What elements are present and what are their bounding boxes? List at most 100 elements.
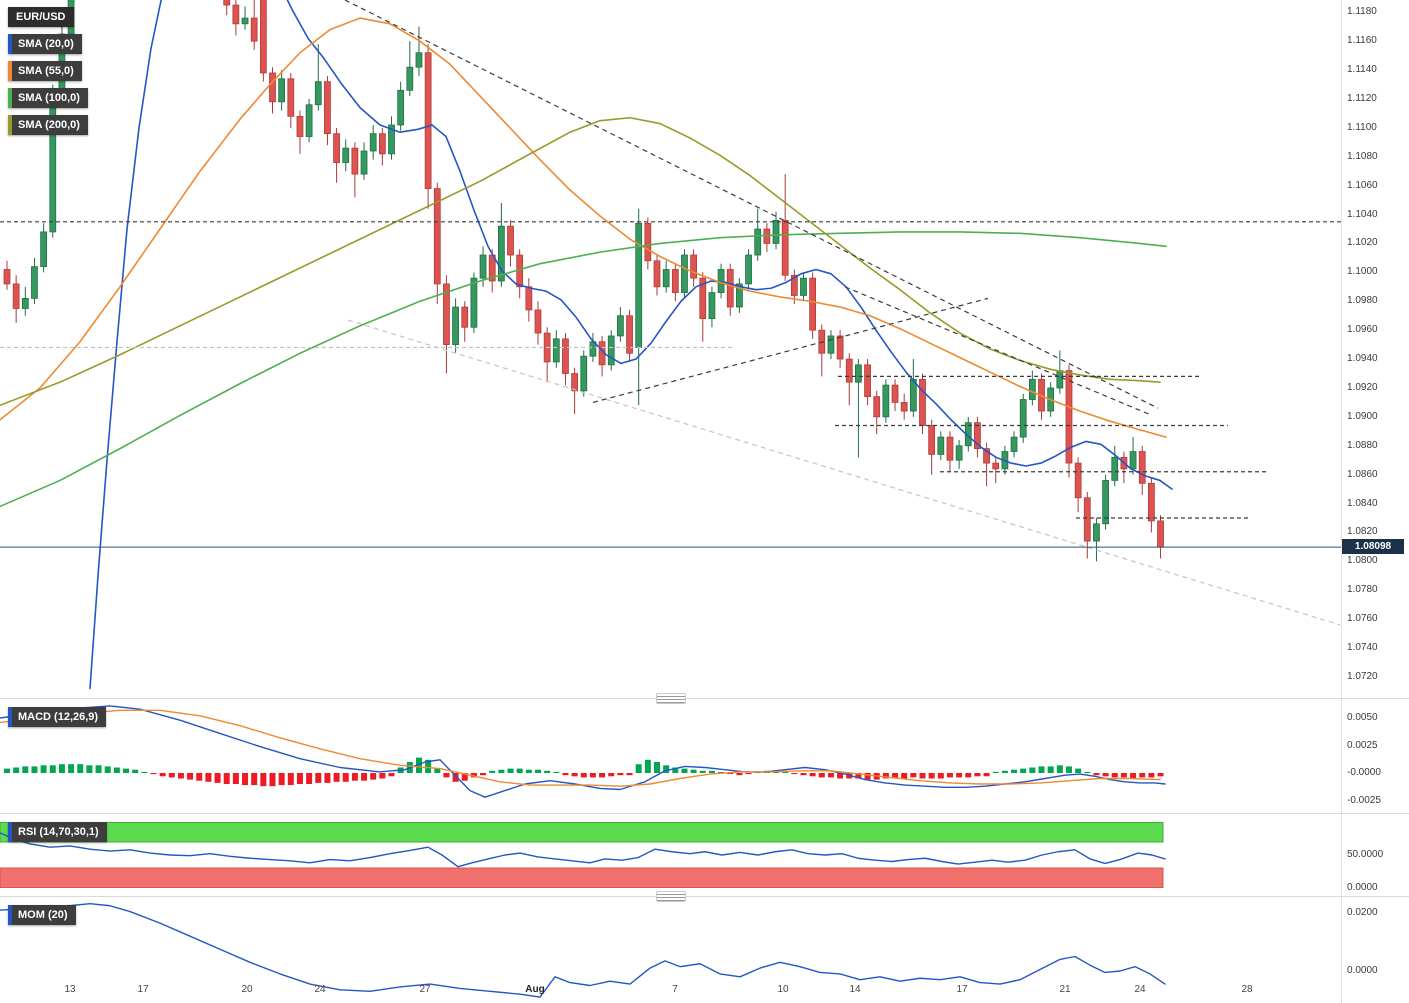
time-axis-label: 20 (241, 984, 253, 995)
trendline[interactable] (347, 319, 1341, 626)
macd-histogram-bar (718, 771, 725, 773)
macd-histogram-bar (1139, 773, 1146, 778)
candle (241, 17, 249, 25)
candle (745, 254, 752, 285)
macd-histogram-bar (123, 768, 130, 773)
candle (617, 315, 624, 337)
candle (909, 378, 917, 412)
axis-tick: 1.1060 (1347, 179, 1378, 191)
macd-histogram-bar (461, 773, 468, 781)
candle (891, 384, 899, 403)
macd-histogram-bar (1011, 769, 1018, 773)
macd-histogram-bar (708, 770, 715, 773)
rsi-badge[interactable]: RSI (14,70,30,1) (8, 822, 107, 842)
macd-histogram-bar (498, 769, 505, 773)
mom-label: MOM (20) (18, 909, 68, 921)
macd-histogram-bar (626, 773, 633, 776)
macd-histogram-bar (910, 773, 917, 778)
axis-tick: 1.0960 (1347, 324, 1378, 336)
time-axis-label: Aug (525, 984, 545, 995)
macd-histogram-bar (260, 773, 267, 787)
macd-histogram-bar (818, 773, 825, 778)
candle (937, 436, 945, 455)
candle (983, 448, 990, 464)
candle (754, 228, 762, 256)
macd-histogram-bar (699, 770, 706, 773)
macd-histogram-bar (956, 773, 963, 778)
candle (955, 445, 963, 461)
macd-histogram-bar (95, 765, 102, 773)
macd-histogram-bar (1084, 771, 1091, 773)
panel-resize-grip-icon[interactable] (656, 891, 686, 902)
candle (1074, 462, 1082, 499)
macd-histogram-bar (1120, 773, 1127, 778)
sma200-badge[interactable]: SMA (200,0) (8, 115, 88, 135)
candle (946, 436, 954, 461)
macd-histogram-bar (415, 757, 422, 773)
candle (827, 335, 835, 354)
axis-tick: 1.0940 (1347, 353, 1378, 365)
candle (324, 81, 331, 135)
macd-histogram-bar (159, 773, 166, 777)
macd-color-swatch (8, 707, 12, 727)
candle (781, 219, 789, 276)
sma55-badge[interactable]: SMA (55,0) (8, 61, 82, 81)
trendline[interactable] (592, 297, 989, 403)
candle (928, 425, 936, 455)
macd-histogram-bar (470, 773, 477, 778)
sma20-badge[interactable]: SMA (20,0) (8, 34, 82, 54)
candle (845, 358, 853, 383)
candle (992, 462, 1000, 470)
sma55-color-swatch (8, 61, 12, 81)
macd-histogram-bar (974, 773, 981, 777)
macd-histogram-bar (278, 773, 285, 786)
macd-histogram-bar (49, 765, 56, 773)
candle (1010, 436, 1018, 452)
candle (1138, 451, 1146, 484)
time-axis-label: 17 (956, 984, 968, 995)
sma100-badge[interactable]: SMA (100,0) (8, 88, 88, 108)
macd-badge[interactable]: MACD (12,26,9) (8, 707, 107, 727)
candle (790, 274, 798, 296)
macd-histogram-bar (452, 773, 459, 782)
candle (552, 338, 560, 363)
macd-histogram-bar (965, 773, 972, 778)
macd-histogram-bar (608, 773, 615, 777)
time-axis-label: 21 (1059, 984, 1071, 995)
candle (497, 225, 505, 282)
candle (461, 306, 469, 328)
rsi-oversold-band (0, 867, 1164, 888)
candle (681, 254, 688, 293)
sma20-label: SMA (20,0) (18, 38, 74, 50)
macd-histogram-bar (727, 773, 734, 775)
trendline[interactable] (344, 0, 1159, 409)
macd-histogram-bar (306, 773, 313, 784)
chart-canvas[interactable] (0, 0, 1341, 1003)
sma-55-line (0, 17, 1167, 438)
panel-resize-grip-icon[interactable] (656, 693, 686, 704)
macd-histogram-bar (113, 767, 120, 773)
trendline[interactable] (844, 286, 1153, 416)
panel-separator[interactable] (0, 813, 1409, 814)
macd-histogram-bar (150, 773, 157, 775)
mom-badge[interactable]: MOM (20) (8, 905, 76, 925)
macd-line (0, 705, 1166, 798)
candle (1056, 370, 1064, 389)
mom-line (0, 903, 1166, 998)
macd-histogram-bar (187, 773, 194, 780)
axis-tick: 0.0200 (1347, 907, 1378, 918)
candle (644, 222, 652, 262)
time-axis-label: 28 (1241, 984, 1253, 995)
macd-histogram-bar (1102, 773, 1109, 777)
candle (800, 277, 807, 296)
panel-separator[interactable] (0, 698, 1409, 699)
last-price-badge: 1.08098 (1342, 539, 1404, 555)
macd-histogram-bar (31, 766, 38, 773)
macd-histogram-bar (4, 768, 10, 773)
symbol-badge[interactable]: EUR/USD (8, 7, 74, 27)
candle (360, 150, 368, 175)
macd-histogram-bar (736, 773, 743, 776)
candle (3, 269, 11, 285)
panel-separator[interactable] (0, 896, 1409, 897)
candle (314, 81, 322, 106)
